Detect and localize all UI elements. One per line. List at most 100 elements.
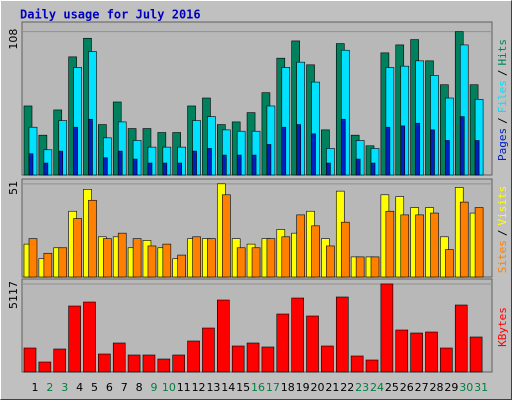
- bar: [474, 140, 480, 176]
- bar: [291, 297, 304, 373]
- bar: [132, 158, 138, 176]
- legend-entry: Pages: [496, 128, 509, 161]
- bar: [261, 346, 275, 373]
- bar: [251, 154, 257, 176]
- x-tick-label: 5: [91, 381, 98, 394]
- bar: [385, 210, 395, 278]
- bar: [222, 154, 227, 176]
- bar: [73, 218, 82, 278]
- bar: [98, 353, 111, 373]
- bar: [400, 125, 406, 176]
- bar: [192, 236, 201, 278]
- bar: [350, 355, 364, 373]
- bar: [335, 296, 349, 373]
- legend-entry: KBytes: [496, 307, 509, 347]
- bar: [142, 354, 156, 373]
- bar: [311, 133, 316, 176]
- bar: [207, 148, 212, 176]
- bar: [88, 118, 93, 176]
- bar: [395, 329, 409, 373]
- bar: [321, 345, 334, 373]
- x-tick-label: 11: [177, 381, 191, 394]
- bar: [276, 313, 290, 373]
- bar: [177, 162, 182, 176]
- legend-entry: Visits: [496, 186, 509, 226]
- x-tick-label: 31: [474, 381, 488, 394]
- x-tick-label: 19: [296, 381, 310, 394]
- bar: [28, 238, 38, 278]
- x-tick-label: 25: [385, 381, 399, 394]
- bar: [88, 199, 97, 278]
- bar: [459, 201, 469, 278]
- bar: [236, 247, 246, 278]
- legend-separator: /: [496, 70, 509, 77]
- x-tick-label: 29: [444, 381, 458, 394]
- bar: [326, 245, 335, 278]
- bar: [474, 207, 484, 278]
- bar: [266, 238, 276, 278]
- bar: [415, 214, 424, 278]
- x-tick-label: 7: [121, 381, 128, 394]
- x-tick-label: 13: [206, 381, 220, 394]
- y-tick-label: 108: [7, 29, 20, 50]
- x-tick-label: 3: [61, 381, 68, 394]
- bar: [68, 305, 81, 373]
- bar: [266, 144, 272, 176]
- bar: [440, 347, 453, 373]
- bar: [281, 126, 287, 176]
- bar: [430, 212, 439, 278]
- bar: [157, 358, 171, 373]
- x-tick-label: 10: [162, 381, 176, 394]
- bar: [103, 157, 108, 176]
- bar: [281, 236, 291, 278]
- bar: [73, 126, 78, 176]
- bar: [43, 162, 49, 176]
- bar: [187, 340, 200, 373]
- bar: [132, 238, 142, 278]
- bar: [340, 221, 350, 278]
- x-tick-label: 20: [311, 381, 325, 394]
- legend: Sites / Visits: [496, 186, 509, 274]
- bar: [380, 283, 394, 373]
- legend-entry: Sites: [496, 240, 509, 273]
- x-tick-label: 14: [221, 381, 235, 394]
- x-tick-label: 6: [106, 381, 113, 394]
- bar: [469, 336, 483, 373]
- bar: [445, 140, 450, 176]
- bar: [172, 354, 185, 373]
- bar: [58, 150, 64, 176]
- bar: [207, 238, 216, 278]
- x-tick-label: 8: [136, 381, 143, 394]
- bar: [415, 122, 420, 176]
- bar: [246, 342, 260, 373]
- bar: [23, 347, 37, 373]
- bar: [58, 247, 68, 278]
- bar: [445, 249, 454, 278]
- bar: [425, 331, 438, 373]
- bar: [365, 359, 379, 373]
- x-tick-label: 22: [340, 381, 354, 394]
- bar: [28, 153, 34, 176]
- bar: [147, 162, 153, 176]
- legend-entry: Hits: [496, 39, 509, 66]
- bar: [192, 150, 197, 176]
- x-tick-label: 26: [400, 381, 414, 394]
- x-tick-label: 21: [325, 381, 339, 394]
- bar: [296, 124, 301, 176]
- bar: [112, 342, 126, 373]
- bar: [162, 243, 172, 278]
- legend: KBytes: [496, 307, 509, 347]
- legend-separator: /: [496, 230, 509, 237]
- x-tick-label: 18: [281, 381, 295, 394]
- bar: [127, 354, 141, 373]
- bar: [385, 126, 391, 176]
- bar: [355, 256, 365, 278]
- bar: [162, 162, 168, 176]
- bar: [296, 214, 305, 278]
- bar: [430, 129, 435, 176]
- bar: [231, 345, 245, 373]
- bar: [117, 150, 123, 176]
- x-tick-label: 30: [459, 381, 473, 394]
- bar: [43, 252, 53, 278]
